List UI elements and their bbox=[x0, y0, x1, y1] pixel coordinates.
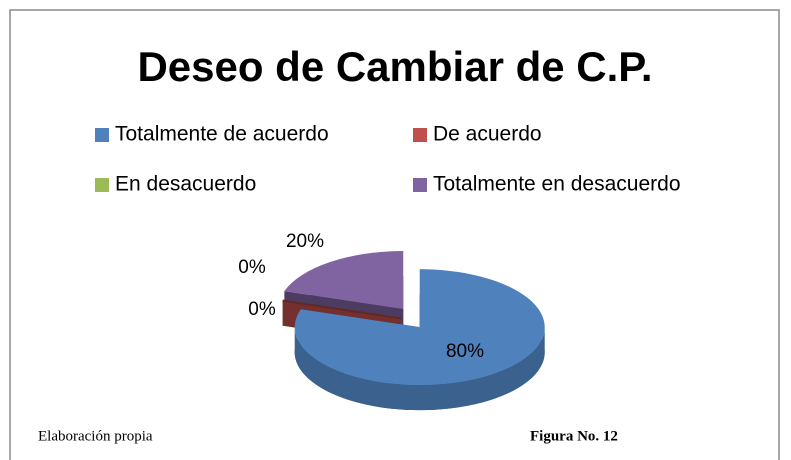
figure-label: Figura No. 12 bbox=[530, 428, 618, 444]
legend-swatch bbox=[413, 178, 427, 192]
legend-label: Totalmente en desacuerdo bbox=[433, 173, 681, 196]
data-label: 80% bbox=[446, 341, 484, 362]
data-label: 0% bbox=[238, 257, 266, 278]
legend-label: En desacuerdo bbox=[115, 173, 256, 196]
slice bbox=[284, 251, 404, 310]
data-label: 0% bbox=[248, 299, 276, 320]
legend-label: De acuerdo bbox=[433, 123, 542, 146]
data-label: 20% bbox=[286, 231, 324, 252]
chart-border bbox=[9, 9, 780, 460]
legend-label: Totalmente de acuerdo bbox=[115, 123, 329, 146]
chart-title: Deseo de Cambiar de C.P. bbox=[137, 43, 652, 90]
source-note: Elaboración propia bbox=[38, 428, 153, 444]
legend-swatch bbox=[413, 128, 427, 142]
slice-side bbox=[294, 327, 545, 411]
legend-swatch bbox=[95, 128, 109, 142]
legend-swatch bbox=[95, 178, 109, 192]
slice bbox=[294, 269, 545, 386]
